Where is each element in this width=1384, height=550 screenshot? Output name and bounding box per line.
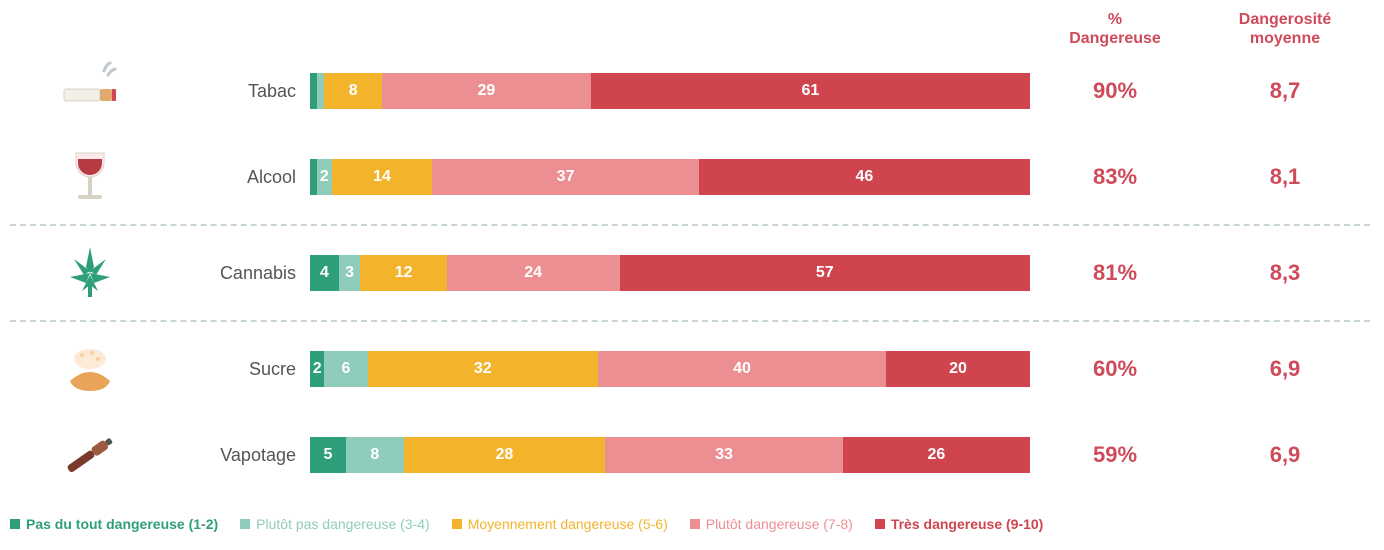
sugar-icon	[10, 326, 170, 412]
row-label: Cannabis	[170, 263, 310, 284]
row-label: Vapotage	[170, 445, 310, 466]
stacked-bar: 43122457	[310, 255, 1030, 291]
bar-segment: 46	[699, 159, 1030, 195]
avg-danger-value: 6,9	[1200, 356, 1370, 382]
bar-segment: 33	[605, 437, 843, 473]
legend-item: Pas du tout dangereuse (1-2)	[10, 516, 218, 532]
legend-label: Très dangereuse (9-10)	[891, 516, 1044, 532]
bar-segment: 40	[598, 351, 886, 387]
bar-segment	[310, 159, 317, 195]
bar-segment	[310, 73, 317, 109]
legend-label: Plutôt pas dangereuse (3-4)	[256, 516, 430, 532]
legend-label: Plutôt dangereuse (7-8)	[706, 516, 853, 532]
row-label: Tabac	[170, 81, 310, 102]
stacked-bar: 2143746	[310, 159, 1030, 195]
legend-item: Plutôt dangereuse (7-8)	[690, 516, 853, 532]
pct-dangerous-value: 60%	[1030, 356, 1200, 382]
bar-segment: 8	[324, 73, 382, 109]
header-pct-dangerous: %Dangereuse	[1030, 10, 1200, 48]
bar-segment: 5	[310, 437, 346, 473]
bar-segment: 37	[432, 159, 698, 195]
header-avg-danger: Dangerositémoyenne	[1200, 10, 1370, 48]
row-label: Alcool	[170, 167, 310, 188]
bar-segment: 57	[620, 255, 1030, 291]
danger-perception-chart: %DangereuseDangerositémoyenneTabac829619…	[10, 10, 1364, 498]
bar-segment: 4	[310, 255, 339, 291]
legend-swatch	[690, 519, 700, 529]
row-divider	[10, 320, 1370, 322]
bar-segment: 2	[310, 351, 324, 387]
bar-segment	[317, 73, 324, 109]
pct-dangerous-value: 81%	[1030, 260, 1200, 286]
cigarette-icon	[10, 48, 170, 134]
stacked-bar: 58283326	[310, 437, 1030, 473]
bar-segment: 29	[382, 73, 591, 109]
pct-dangerous-value: 90%	[1030, 78, 1200, 104]
bar-segment: 28	[404, 437, 606, 473]
vape-icon	[10, 412, 170, 498]
avg-danger-value: 8,1	[1200, 164, 1370, 190]
legend: Pas du tout dangereuse (1-2) Plutôt pas d…	[10, 516, 1364, 532]
legend-item: Plutôt pas dangereuse (3-4)	[240, 516, 430, 532]
legend-label: Moyennement dangereuse (5-6)	[468, 516, 668, 532]
bar-segment: 6	[324, 351, 367, 387]
wine-icon	[10, 134, 170, 220]
avg-danger-value: 8,7	[1200, 78, 1370, 104]
bar-segment: 61	[591, 73, 1030, 109]
legend-label: Pas du tout dangereuse (1-2)	[26, 516, 218, 532]
legend-item: Moyennement dangereuse (5-6)	[452, 516, 668, 532]
stacked-bar: 82961	[310, 73, 1030, 109]
bar-segment: 26	[843, 437, 1030, 473]
legend-swatch	[10, 519, 20, 529]
legend-swatch	[240, 519, 250, 529]
stacked-bar: 26324020	[310, 351, 1030, 387]
bar-segment: 8	[346, 437, 404, 473]
row-label: Sucre	[170, 359, 310, 380]
pct-dangerous-value: 59%	[1030, 442, 1200, 468]
bar-segment: 12	[360, 255, 446, 291]
legend-swatch	[452, 519, 462, 529]
bar-segment: 32	[368, 351, 598, 387]
bar-segment: 14	[332, 159, 433, 195]
bar-segment: 24	[447, 255, 620, 291]
cannabis-icon	[10, 230, 170, 316]
avg-danger-value: 6,9	[1200, 442, 1370, 468]
bar-segment: 2	[317, 159, 331, 195]
legend-item: Très dangereuse (9-10)	[875, 516, 1044, 532]
row-divider	[10, 224, 1370, 226]
bar-segment: 20	[886, 351, 1030, 387]
avg-danger-value: 8,3	[1200, 260, 1370, 286]
legend-swatch	[875, 519, 885, 529]
pct-dangerous-value: 83%	[1030, 164, 1200, 190]
bar-segment: 3	[339, 255, 361, 291]
